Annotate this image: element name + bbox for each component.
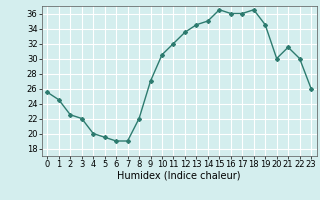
X-axis label: Humidex (Indice chaleur): Humidex (Indice chaleur) xyxy=(117,171,241,181)
